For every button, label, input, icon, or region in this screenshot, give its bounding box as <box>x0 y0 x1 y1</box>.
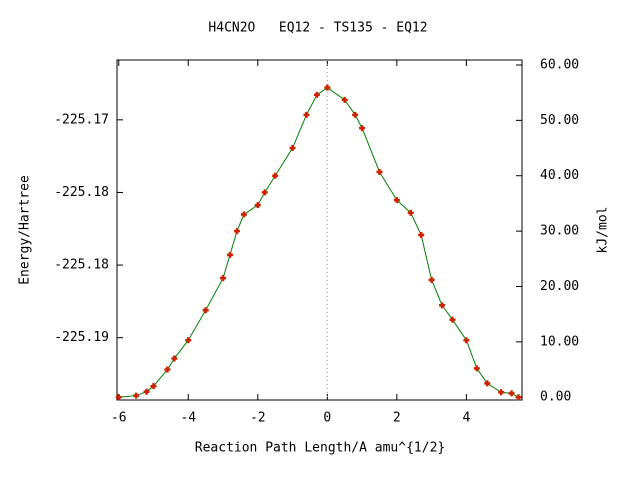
point-marker <box>303 111 310 118</box>
point-marker <box>202 307 209 314</box>
y2-tick-label: 0.00 <box>540 390 571 405</box>
x-tick-label: 0 <box>323 411 331 426</box>
point-marker <box>133 392 140 399</box>
point-marker <box>341 96 348 103</box>
point-marker <box>254 202 261 209</box>
point-marker <box>150 383 157 390</box>
y-tick-label: -225.19 <box>54 330 109 345</box>
point-marker <box>115 394 122 401</box>
energy-line <box>118 87 519 398</box>
point-marker <box>407 209 414 216</box>
point-marker <box>484 380 491 387</box>
point-marker <box>185 337 192 344</box>
x-tick-label: -4 <box>180 411 196 426</box>
point-marker <box>226 251 233 258</box>
x-tick-label: 2 <box>393 411 401 426</box>
point-marker <box>313 91 320 98</box>
point-marker <box>449 316 456 323</box>
y2-tick-label: 10.00 <box>540 334 579 349</box>
point-marker <box>473 365 480 372</box>
point-marker <box>272 172 279 179</box>
y2-tick-label: 50.00 <box>540 113 579 128</box>
y-tick-label: -225.18 <box>54 185 109 200</box>
point-marker <box>428 276 435 283</box>
plot-frame <box>116 59 523 401</box>
y-tick-label: -225.18 <box>54 258 109 273</box>
y2-tick-label: 30.00 <box>540 224 579 239</box>
point-marker <box>376 168 383 175</box>
point-marker <box>359 125 366 132</box>
chart-title: H4CN2O EQ12 - TS135 - EQ12 <box>208 21 427 36</box>
point-marker <box>463 337 470 344</box>
y-axis-label: Energy/Hartree <box>18 175 33 285</box>
point-marker <box>352 111 359 118</box>
point-marker <box>508 390 515 397</box>
point-marker <box>418 231 425 238</box>
point-marker <box>498 389 505 396</box>
y-tick-label: -225.17 <box>54 112 109 127</box>
point-marker <box>289 145 296 152</box>
x-tick-label: -2 <box>250 411 266 426</box>
point-marker <box>515 394 522 401</box>
y2-axis-label: kJ/mol <box>596 207 611 254</box>
point-marker <box>324 84 331 91</box>
y2-tick-label: 40.00 <box>540 168 579 183</box>
point-marker <box>164 366 171 373</box>
point-marker <box>171 355 178 362</box>
point-marker <box>233 228 240 235</box>
point-marker <box>261 189 268 196</box>
x-tick-label: 4 <box>462 411 470 426</box>
point-marker <box>393 197 400 204</box>
y2-tick-label: 60.00 <box>540 57 579 72</box>
y2-tick-label: 20.00 <box>540 279 579 294</box>
point-marker <box>220 275 227 282</box>
point-marker <box>439 302 446 309</box>
x-axis-label: Reaction Path Length/A amu^{1/2} <box>195 441 445 456</box>
point-marker <box>143 388 150 395</box>
point-marker <box>240 211 247 218</box>
x-tick-label: -6 <box>111 411 127 426</box>
